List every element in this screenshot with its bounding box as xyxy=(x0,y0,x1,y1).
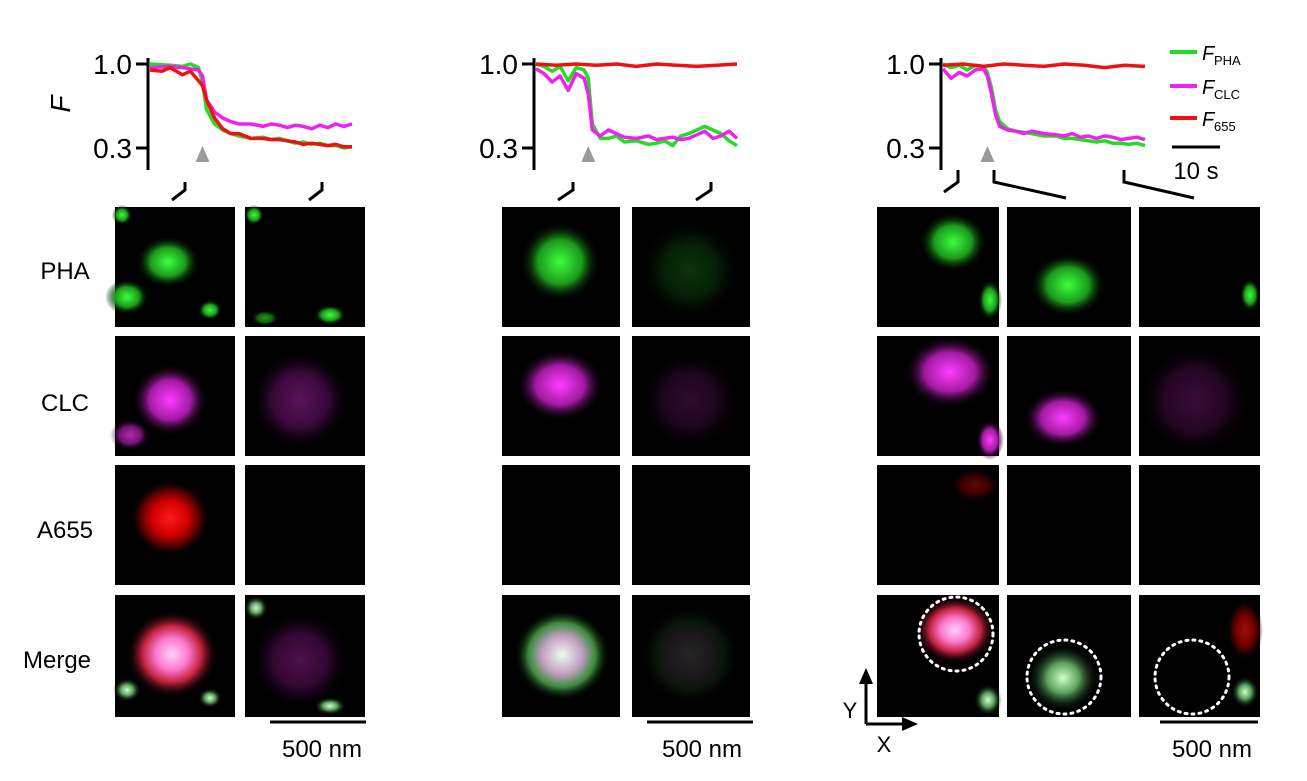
trace-panel-left: 1.0 0.3 xyxy=(93,49,353,170)
y-tick-label: 1.0 xyxy=(93,49,132,80)
y-tick-label: 1.0 xyxy=(886,49,925,80)
merge-spot xyxy=(974,684,1002,716)
trace-f-clc xyxy=(535,67,739,142)
legend-item-655: F 655 xyxy=(1170,109,1236,134)
pha-spot xyxy=(112,205,132,225)
trace-f-655 xyxy=(942,62,1146,70)
merge-spot xyxy=(915,596,995,664)
dotted-circles xyxy=(917,595,1231,716)
image-tile xyxy=(1139,465,1260,585)
space-scale-label: 500 nm xyxy=(662,736,742,763)
axis-x-label: X xyxy=(877,732,892,757)
clc-spot xyxy=(110,419,150,451)
merge-spot xyxy=(1227,600,1263,660)
trace-panels: 1.0 0.3 1.0 0.3 1.0 0.3 xyxy=(93,49,1146,170)
trace-f-655 xyxy=(149,65,352,149)
legend-sub: 655 xyxy=(1214,119,1236,134)
merge-spot xyxy=(514,609,610,701)
row-label-pha: PHA xyxy=(40,258,89,285)
merge-spot xyxy=(126,610,218,698)
pha-spot xyxy=(105,279,149,315)
time-scale-label: 10 s xyxy=(1173,158,1218,185)
pha-spot xyxy=(198,300,222,320)
legend: F PHA F CLC F 655 xyxy=(1170,43,1241,134)
trace-f-pha xyxy=(149,62,353,150)
row-label-clc: CLC xyxy=(41,390,89,417)
image-tile xyxy=(1007,465,1131,585)
event-marker xyxy=(581,146,596,162)
pha-spot xyxy=(1030,253,1106,317)
merge-spot xyxy=(113,678,141,702)
legend-prefix: F xyxy=(1202,43,1216,65)
a655-spot xyxy=(130,480,210,556)
image-tile xyxy=(245,207,365,327)
time-scale-bar: 10 s xyxy=(1172,145,1220,185)
space-scale-bar-middle: 500 nm xyxy=(647,720,753,763)
zoom-connectors xyxy=(171,170,1195,202)
legend-item-clc: F CLC xyxy=(1170,77,1240,102)
event-marker xyxy=(195,146,210,162)
space-scale-bar-left: 500 nm xyxy=(270,720,366,763)
row-label-a655: A655 xyxy=(37,517,93,544)
legend-prefix: F xyxy=(1202,109,1216,131)
image-tile xyxy=(245,465,365,585)
trace-f-clc xyxy=(149,64,353,131)
event-marker xyxy=(980,146,995,162)
clc-spot xyxy=(640,350,740,450)
legend-item-pha: F PHA xyxy=(1170,43,1241,68)
image-tile xyxy=(1139,207,1260,327)
clc-spot xyxy=(132,364,208,436)
row-labels: PHA CLC A655 Merge xyxy=(23,258,93,674)
pha-spot xyxy=(919,212,987,272)
image-tile xyxy=(502,465,620,585)
trace-panel-middle: 1.0 0.3 xyxy=(479,49,739,170)
merge-spot xyxy=(1027,644,1099,712)
dotted-circle xyxy=(1153,638,1231,716)
y-tick-label: 0.3 xyxy=(479,133,518,164)
trace-f-pha xyxy=(535,62,738,148)
y-tick-label: 1.0 xyxy=(479,49,518,80)
y-tick-label: 0.3 xyxy=(886,133,925,164)
image-tile xyxy=(632,465,750,585)
a655-spot xyxy=(951,469,999,501)
merge-spot xyxy=(314,697,346,715)
space-scale-label: 500 nm xyxy=(1172,736,1252,763)
merge-spot xyxy=(244,596,268,620)
pha-spot xyxy=(136,236,200,288)
image-spots xyxy=(105,205,1263,716)
trace-panel-right: 1.0 0.3 xyxy=(886,49,1146,170)
clc-spot xyxy=(976,420,1004,460)
dotted-circle xyxy=(1025,638,1103,716)
merge-spot xyxy=(198,688,222,708)
row-label-merge: Merge xyxy=(23,647,91,674)
legend-sub: CLC xyxy=(1214,87,1240,102)
legend-prefix: F xyxy=(1202,77,1216,99)
y-tick-label: 0.3 xyxy=(93,133,132,164)
pha-spot xyxy=(640,220,740,320)
pha-spot xyxy=(520,222,600,302)
pha-spot xyxy=(244,205,264,225)
clc-spot xyxy=(904,336,996,408)
pha-spot xyxy=(1240,279,1260,311)
trace-f-655 xyxy=(535,62,738,69)
xy-orientation: Y X xyxy=(843,668,918,757)
clc-spot xyxy=(250,350,350,450)
clc-spot xyxy=(1139,344,1251,456)
legend-sub: PHA xyxy=(1214,53,1241,68)
space-scale-label: 500 nm xyxy=(282,736,362,763)
pha-spot xyxy=(978,280,1002,320)
clc-spot xyxy=(516,349,604,421)
clc-spot xyxy=(1023,388,1103,448)
dotted-circle xyxy=(917,595,995,673)
axis-y-label: Y xyxy=(843,698,858,723)
pha-spot xyxy=(251,310,279,326)
y-axis-label: F xyxy=(45,94,76,113)
trace-f-clc xyxy=(941,67,1146,142)
merge-spot xyxy=(1231,676,1259,708)
merge-spot xyxy=(640,605,740,705)
pha-spot xyxy=(314,305,346,325)
merge-spot xyxy=(250,610,350,710)
space-scale-bar-right: 500 nm xyxy=(1160,720,1258,763)
